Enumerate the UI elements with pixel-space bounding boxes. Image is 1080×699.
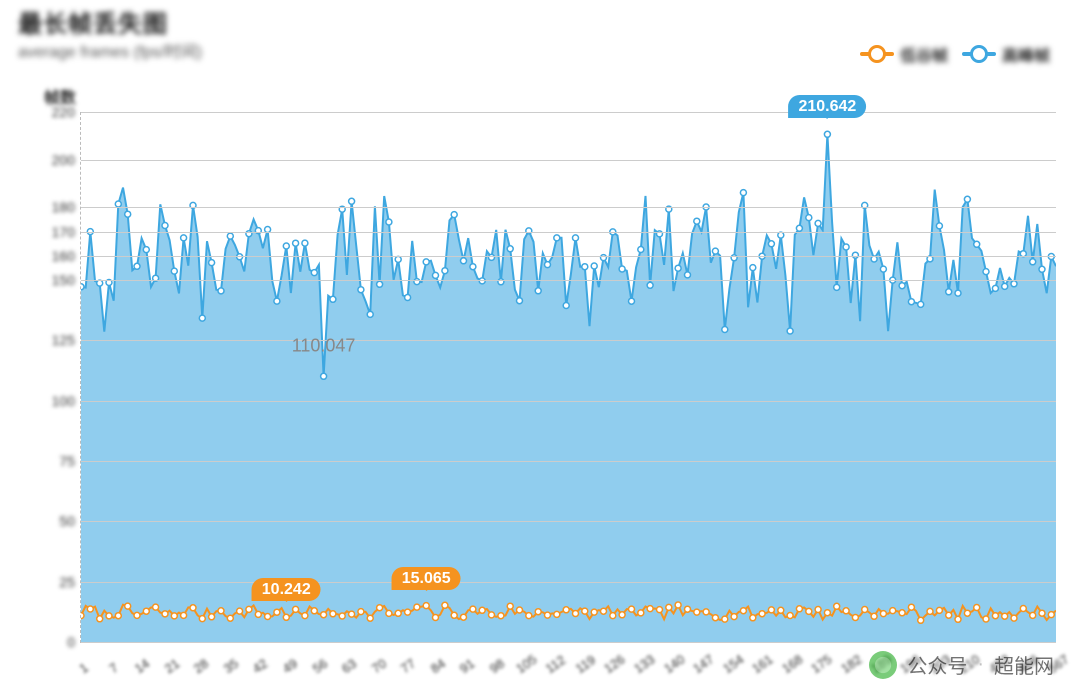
y-tick-label: 200 <box>37 152 75 168</box>
x-tick-label: 84 <box>428 656 448 677</box>
x-tick-label: 35 <box>221 656 241 677</box>
x-tick-label: 175 <box>809 652 835 677</box>
x-tick-label: 105 <box>513 652 539 677</box>
x-tick-label: 140 <box>661 652 687 677</box>
x-tick-label: 63 <box>339 656 359 677</box>
y-tick-label: 0 <box>37 634 75 650</box>
orange-min-callout: 10.242 <box>252 581 321 599</box>
wechat-icon <box>869 651 897 679</box>
x-tick-label: 147 <box>690 652 716 677</box>
x-tick-label: 98 <box>487 656 507 677</box>
legend-item-blue: 高峰帧 <box>962 42 1050 66</box>
gridline <box>81 112 1056 113</box>
legend-label-orange: 低谷帧 <box>900 42 948 66</box>
legend-swatch-orange <box>860 52 894 56</box>
x-tick-label: 21 <box>161 656 181 677</box>
legend-label-blue: 高峰帧 <box>1002 42 1050 66</box>
watermark-text-b: 超能网 <box>994 650 1054 679</box>
legend: 低谷帧 高峰帧 <box>860 42 1050 66</box>
gridline <box>81 642 1056 643</box>
watermark: 公众号 · 超能网 <box>869 650 1054 679</box>
x-tick-label: 112 <box>543 652 569 676</box>
x-tick-label: 133 <box>631 652 657 677</box>
x-tick-label: 161 <box>749 652 775 677</box>
chart-subtitle: average frames (fps/时间) <box>18 38 202 62</box>
legend-item-orange: 低谷帧 <box>860 42 948 66</box>
y-tick-label: 180 <box>37 199 75 215</box>
x-tick-label: 182 <box>838 652 864 677</box>
gridline <box>81 521 1056 522</box>
x-tick-label: 77 <box>398 656 418 677</box>
gridline <box>81 280 1056 281</box>
x-tick-label: 28 <box>191 656 211 677</box>
x-tick-label: 91 <box>457 656 477 677</box>
gridline <box>81 582 1056 583</box>
x-tick-label: 119 <box>572 652 598 676</box>
gridline <box>81 461 1056 462</box>
gridline <box>81 401 1056 402</box>
y-tick-label: 50 <box>37 513 75 529</box>
x-tick-label: 154 <box>720 652 746 677</box>
x-tick-label: 1 <box>76 660 91 676</box>
chart-title: 最长帧丢失图 <box>18 4 168 39</box>
legend-swatch-blue <box>962 52 996 56</box>
watermark-text-a: 公众号 <box>907 650 967 679</box>
y-tick-label: 125 <box>37 332 75 348</box>
gridline <box>81 160 1056 161</box>
x-tick-label: 70 <box>369 656 389 677</box>
gridline <box>81 340 1056 341</box>
plot-area: 0255075100125150160170180200220210.64211… <box>80 112 1056 643</box>
x-tick-label: 42 <box>250 656 270 677</box>
blue-max-callout: 210.642 <box>788 98 866 116</box>
gridline <box>81 256 1056 257</box>
y-tick-label: 170 <box>37 224 75 240</box>
y-tick-label: 75 <box>37 453 75 469</box>
orange-max-callout: 15.065 <box>392 570 461 588</box>
x-tick-label: 7 <box>106 660 121 676</box>
x-tick-label: 168 <box>779 652 805 677</box>
orange-line <box>81 112 1056 642</box>
x-tick-label: 14 <box>132 656 152 677</box>
y-tick-label: 220 <box>37 104 75 120</box>
y-tick-label: 100 <box>37 393 75 409</box>
blue-min-label: 110.047 <box>292 336 356 357</box>
gridline <box>81 207 1056 208</box>
chart-root: 最长帧丢失图 average frames (fps/时间) 帧数 低谷帧 高峰… <box>0 0 1080 699</box>
y-tick-label: 160 <box>37 248 75 264</box>
y-tick-label: 25 <box>37 574 75 590</box>
gridline <box>81 232 1056 233</box>
x-tick-label: 56 <box>309 656 329 677</box>
y-tick-label: 150 <box>37 272 75 288</box>
x-tick-label: 49 <box>280 656 300 677</box>
x-tick-label: 126 <box>602 652 628 677</box>
